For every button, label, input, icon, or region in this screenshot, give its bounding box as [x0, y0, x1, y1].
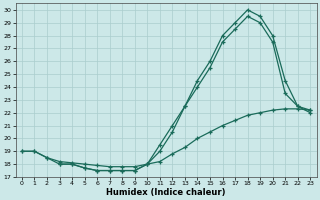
- X-axis label: Humidex (Indice chaleur): Humidex (Indice chaleur): [106, 188, 226, 197]
